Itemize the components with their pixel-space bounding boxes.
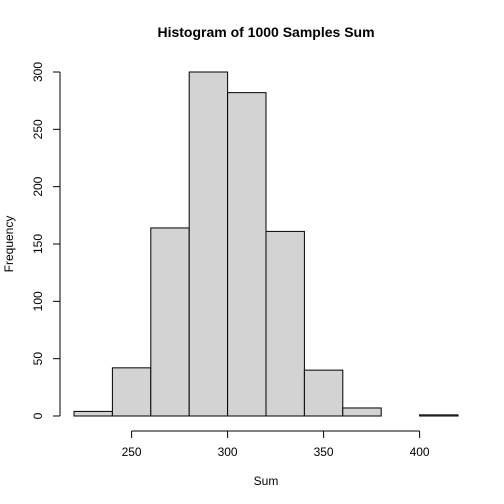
y-tick-label-0: 0 <box>31 412 45 419</box>
y-axis-label: Frequency <box>2 216 16 273</box>
histogram-bar-0 <box>73 410 113 417</box>
x-tick-label-2: 350 <box>314 445 334 459</box>
histogram-bar-5 <box>265 230 305 417</box>
histogram-bar-7 <box>342 407 382 417</box>
y-tick-label-4: 200 <box>31 176 45 196</box>
y-tick-label-2: 100 <box>31 291 45 311</box>
histogram-bar-4 <box>227 92 267 417</box>
y-tick-label-5: 250 <box>31 119 45 139</box>
chart-title: Histogram of 1000 Samples Sum <box>157 24 374 40</box>
y-tick-label-1: 50 <box>31 352 45 366</box>
y-tick-label-6: 300 <box>31 62 45 82</box>
x-tick-label-0: 250 <box>122 445 142 459</box>
histogram-bar-6 <box>303 369 344 417</box>
x-axis: 250 300 350 400 <box>122 430 430 459</box>
y-axis: 0 50 100 150 200 250 300 <box>31 62 61 419</box>
x-axis-label: Sum <box>254 474 279 488</box>
x-tick-label-3: 400 <box>410 445 430 459</box>
histogram-bar-2 <box>150 227 190 417</box>
x-tick-label-1: 300 <box>218 445 238 459</box>
y-tick-label-3: 150 <box>31 234 45 254</box>
histogram-bar-1 <box>111 367 152 417</box>
histogram-bar-3 <box>188 71 229 417</box>
histogram-bars <box>73 71 459 417</box>
histogram-bar-9 <box>419 414 459 417</box>
